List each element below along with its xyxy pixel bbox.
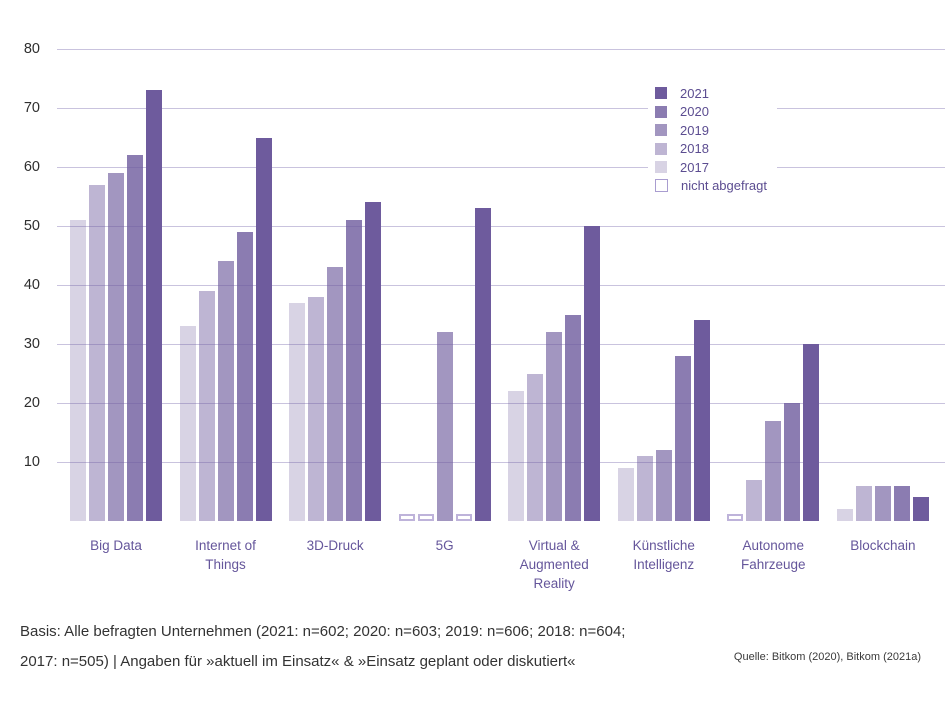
bar-2017-internet-of xyxy=(179,326,196,521)
bar-2017-blockchain xyxy=(836,509,853,521)
bar-group-blockchain xyxy=(836,485,929,521)
category-label-3d-druck: 3D-Druck xyxy=(306,538,364,553)
legend-label: 2018 xyxy=(680,141,709,157)
bar-2019-blockchain xyxy=(874,485,891,521)
bar-2017-autonome-nicht-abgefragt xyxy=(727,514,744,521)
footnote-line-1: Basis: Alle befragten Unternehmen (2021:… xyxy=(20,623,626,640)
category-label-big-data: Big Data xyxy=(90,538,142,553)
bar-2021-k-nstliche xyxy=(693,320,710,521)
category-label-virtual-: Virtual & Augmented Reality xyxy=(519,538,589,591)
legend-swatch-icon xyxy=(655,105,667,118)
legend-item-2019: 2019 xyxy=(655,121,767,140)
category-label-blockchain: Blockchain xyxy=(850,538,916,553)
bar-2019-3d-druck xyxy=(327,267,344,521)
gridline-70 xyxy=(57,108,945,109)
bar-2021-internet-of xyxy=(255,137,272,521)
legend-item-2017: 2017 xyxy=(655,158,767,177)
category-label-internet-of: Internet of Things xyxy=(195,538,256,572)
bar-group-k-nstliche xyxy=(617,320,710,521)
bar-2019-internet-of xyxy=(217,261,234,521)
bar-2018-internet-of xyxy=(198,290,215,521)
legend-label: nicht abgefragt xyxy=(681,178,768,194)
gridline-40 xyxy=(57,285,945,286)
bar-2019-virtual- xyxy=(546,332,563,521)
chart-footnote: Basis: Alle befragten Unternehmen (2021:… xyxy=(20,617,680,677)
source-credit: Quelle: Bitkom (2020), Bitkom (2021a) xyxy=(733,651,921,663)
legend-swatch-icon xyxy=(655,87,667,100)
gridline-20 xyxy=(57,403,945,404)
bar-2018-blockchain xyxy=(855,485,872,521)
category-label-5g: 5G xyxy=(435,538,454,553)
y-tick-label-10: 10 xyxy=(23,454,40,470)
bar-2018-5g-nicht-abgefragt xyxy=(417,514,434,521)
bar-2019-autonome xyxy=(765,420,782,521)
legend-swatch-icon xyxy=(655,142,667,155)
bar-2020-virtual- xyxy=(565,314,582,521)
bar-2020-3d-druck xyxy=(346,220,363,521)
bar-2021-autonome xyxy=(803,344,820,521)
y-tick-label-60: 60 xyxy=(23,159,40,175)
bar-2018-3d-druck xyxy=(308,296,325,521)
legend-item-2020: 2020 xyxy=(655,103,767,122)
y-tick-label-40: 40 xyxy=(23,277,40,293)
bar-group-big-data xyxy=(70,90,162,521)
bar-2018-big-data xyxy=(89,184,105,521)
y-tick-label-20: 20 xyxy=(23,395,40,411)
bar-2020-internet-of xyxy=(236,231,253,521)
bar-2019-big-data xyxy=(108,172,124,521)
y-tick-label-80: 80 xyxy=(23,41,40,57)
bar-2020-blockchain xyxy=(893,485,910,521)
bar-2018-virtual- xyxy=(527,373,544,521)
bar-2021-3d-druck xyxy=(365,202,382,521)
gridline-30 xyxy=(57,344,945,345)
y-tick-label-50: 50 xyxy=(23,218,40,234)
bar-group-autonome xyxy=(727,344,820,521)
gridline-50 xyxy=(57,226,945,227)
legend-item-2021: 2021 xyxy=(655,84,767,103)
legend-swatch-icon xyxy=(655,124,667,137)
bar-2020-5g-nicht-abgefragt xyxy=(455,514,472,521)
bar-2020-big-data xyxy=(127,155,143,521)
category-label-k-nstliche: Künstliche Intelligenz xyxy=(632,538,695,572)
legend-swatch-icon xyxy=(655,161,667,174)
legend-swatch-icon xyxy=(655,179,668,193)
bar-2018-autonome xyxy=(746,479,763,521)
bar-2019-5g xyxy=(436,332,453,521)
footnote-line-2: 2017: n=505) | Angaben für »aktuell im E… xyxy=(20,653,576,670)
category-label-autonome: Autonome Fahrzeuge xyxy=(741,538,806,572)
bar-group-5g xyxy=(398,208,491,521)
bar-group-internet-of xyxy=(179,137,272,521)
bar-2019-k-nstliche xyxy=(655,450,672,521)
bar-2017-big-data xyxy=(70,220,86,521)
gridline-10 xyxy=(57,462,945,463)
bar-2021-virtual- xyxy=(584,226,601,521)
bar-group-virtual- xyxy=(508,226,601,521)
bar-2020-k-nstliche xyxy=(674,355,691,521)
gridline-60 xyxy=(57,167,945,168)
bar-2017-k-nstliche xyxy=(617,467,634,521)
bar-2021-big-data xyxy=(146,90,162,521)
y-tick-label-70: 70 xyxy=(23,100,40,116)
legend-item-nicht-abgefragt: nicht abgefragt xyxy=(655,177,767,196)
bar-2017-5g-nicht-abgefragt xyxy=(398,514,415,521)
bar-2021-blockchain xyxy=(912,497,929,521)
bar-2017-3d-druck xyxy=(289,302,306,521)
chart-legend: 2021 2020 2019 2018 2017 nicht abgefragt xyxy=(648,80,778,199)
y-tick-label-30: 30 xyxy=(23,336,40,352)
bar-2018-k-nstliche xyxy=(636,456,653,521)
legend-label: 2019 xyxy=(680,122,709,138)
legend-label: 2017 xyxy=(680,159,709,175)
legend-label: 2021 xyxy=(680,85,709,101)
legend-item-2018: 2018 xyxy=(655,140,767,159)
bar-2021-5g xyxy=(474,208,491,521)
legend-label: 2020 xyxy=(680,104,709,120)
bar-group-3d-druck xyxy=(289,202,382,521)
bar-2020-autonome xyxy=(784,403,801,521)
bar-2017-virtual- xyxy=(508,391,525,521)
gridline-80 xyxy=(57,49,945,50)
bar-chart-plot-area: 10 20 30 40 50 60 70 80 Big Data Internet of Thin… xyxy=(24,0,945,591)
